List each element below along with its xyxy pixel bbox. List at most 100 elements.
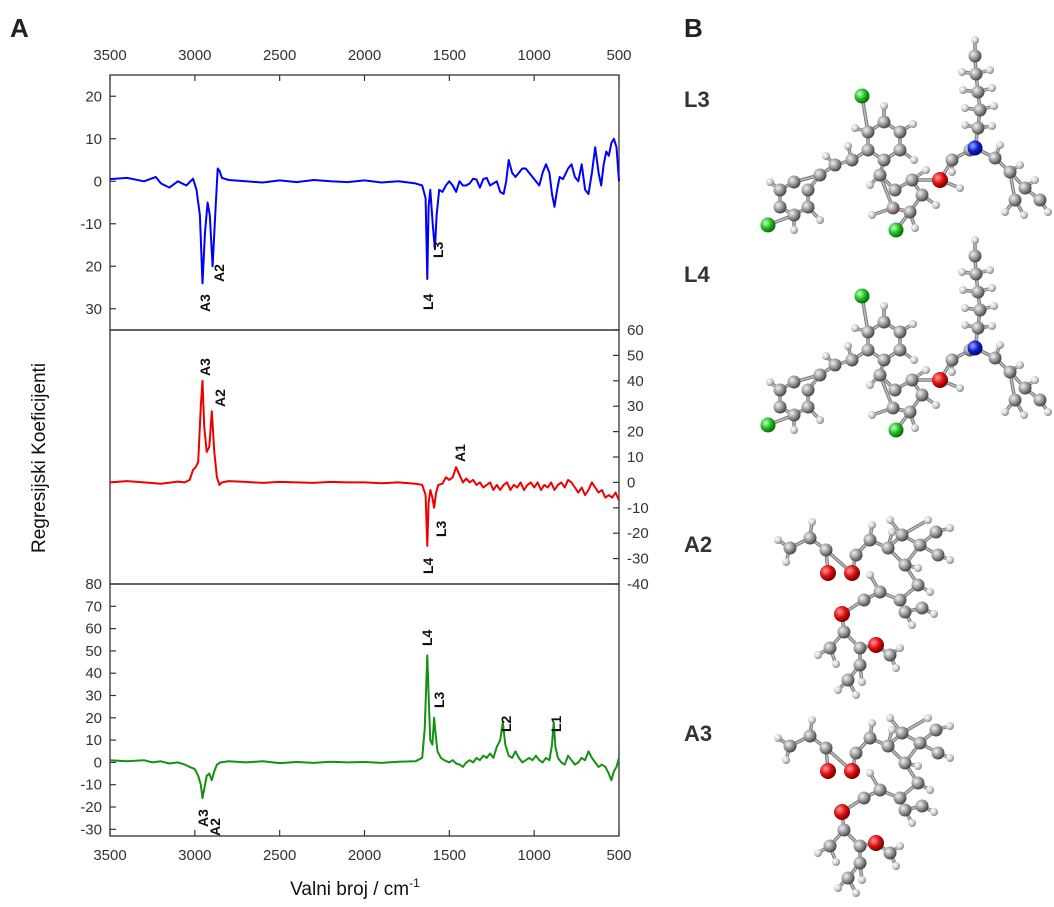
molecule-image-l3	[760, 36, 1052, 238]
y-tick-label: 40	[85, 665, 102, 682]
hydrogen-atom	[1044, 408, 1052, 416]
hydrogen-atom	[886, 714, 894, 722]
hydrogen-atom	[958, 268, 966, 276]
y-tick-label: 0	[94, 173, 102, 190]
oxygen-atom	[844, 565, 860, 581]
carbon-atom	[841, 673, 855, 687]
oxygen-atom	[820, 763, 836, 779]
carbon-atom	[968, 249, 982, 263]
chlorine-atom	[760, 417, 776, 433]
hydrogen-atom	[948, 368, 956, 376]
hydrogen-atom	[971, 236, 979, 244]
y-tick-label: -20	[80, 799, 102, 816]
carbon-atom	[853, 641, 867, 655]
panel-a-label: A	[10, 13, 29, 43]
peak-label-top-a3: A3	[197, 294, 213, 312]
carbon-atom	[787, 408, 801, 422]
carbon-atom	[1018, 381, 1032, 395]
oxygen-atom	[868, 637, 884, 653]
carbon-atom	[915, 388, 929, 402]
hydrogen-atom	[1044, 208, 1052, 216]
y-tick-label: 30	[85, 688, 102, 705]
molecule-image-a2	[774, 516, 954, 699]
hydrogen-atom	[866, 381, 874, 389]
y-tick-label: 10	[85, 131, 102, 148]
x-tick-label-top: 3000	[178, 47, 211, 64]
carbon-atom	[841, 871, 855, 885]
hydrogen-atom	[1020, 411, 1028, 419]
hydrogen-atom	[1016, 161, 1024, 169]
carbon-atom	[828, 358, 842, 372]
atoms	[760, 36, 1052, 238]
hydrogen-atom	[910, 156, 918, 164]
molecule-label-a2: A2	[684, 532, 712, 557]
plot-frame-bottom	[109, 583, 620, 837]
oxygen-atom	[844, 763, 860, 779]
carbon-atom	[881, 541, 895, 555]
carbon-atom	[863, 533, 877, 547]
carbon-atom	[915, 799, 929, 813]
carbon-atom	[888, 383, 902, 397]
carbon-atom	[803, 531, 817, 545]
molecule-label-l3: L3	[684, 87, 710, 112]
hydrogen-atom	[866, 571, 874, 579]
carbon-atom	[877, 115, 891, 129]
carbon-atom	[845, 153, 859, 167]
carbon-atom	[773, 183, 787, 197]
y-tick-label: 0	[94, 754, 102, 771]
carbon-atom	[863, 731, 877, 745]
carbon-atom	[895, 726, 909, 740]
carbon-atom	[893, 325, 907, 339]
hydrogen-atom	[822, 352, 830, 360]
series-layer	[109, 137, 620, 800]
hydrogen-atom	[971, 36, 979, 44]
hydrogen-atom	[948, 168, 956, 176]
carbon-atom	[931, 548, 945, 562]
carbon-atom	[783, 541, 797, 555]
peak-label-bot-l3: L3	[431, 691, 447, 708]
x-tick-label-bottom: 1500	[433, 847, 466, 864]
hydrogen-atom	[961, 121, 969, 129]
hydrogen-atom	[814, 849, 822, 857]
peak-label-top-a2: A2	[211, 264, 227, 282]
carbon-atom	[873, 783, 887, 797]
carbon-atom	[803, 729, 817, 743]
hydrogen-atom	[816, 416, 824, 424]
hydrogen-atom	[844, 142, 852, 150]
hydrogen-atom	[961, 304, 969, 312]
carbon-atom	[931, 746, 945, 760]
carbon-atom	[1003, 165, 1017, 179]
atoms	[760, 236, 1052, 438]
carbon-atom	[945, 353, 959, 367]
carbon-atom	[823, 641, 837, 655]
hydrogen-atom	[866, 181, 874, 189]
carbon-atom	[849, 746, 863, 760]
carbon-atom	[773, 400, 787, 414]
carbon-atom	[971, 85, 985, 99]
series-line-bottom	[109, 654, 620, 800]
carbon-atom	[853, 658, 867, 672]
hydrogen-atom	[832, 858, 840, 866]
y-tick-label: 20	[85, 710, 102, 727]
hydrogen-atom	[986, 66, 994, 74]
carbon-atom	[853, 856, 867, 870]
hydrogen-atom	[988, 322, 996, 330]
hydrogen-atom	[908, 819, 916, 827]
hydrogen-atom	[910, 356, 918, 364]
hydrogen-atom	[814, 651, 822, 659]
hydrogen-atom	[990, 102, 998, 110]
molecule-image-l4	[760, 236, 1052, 438]
y-tick-label: 40	[627, 373, 644, 390]
hydrogen-atom	[930, 808, 938, 816]
carbon-atom	[903, 205, 917, 219]
carbon-atom	[857, 593, 871, 607]
carbon-atom	[929, 525, 943, 539]
hydrogen-atom	[886, 516, 894, 524]
oxygen-atom	[868, 835, 884, 851]
hydrogen-atom	[852, 691, 860, 699]
carbon-atom	[903, 405, 917, 419]
carbon-atom	[801, 383, 815, 397]
chlorine-atom	[854, 288, 870, 304]
x-axis-title-superscript: -1	[409, 876, 420, 890]
